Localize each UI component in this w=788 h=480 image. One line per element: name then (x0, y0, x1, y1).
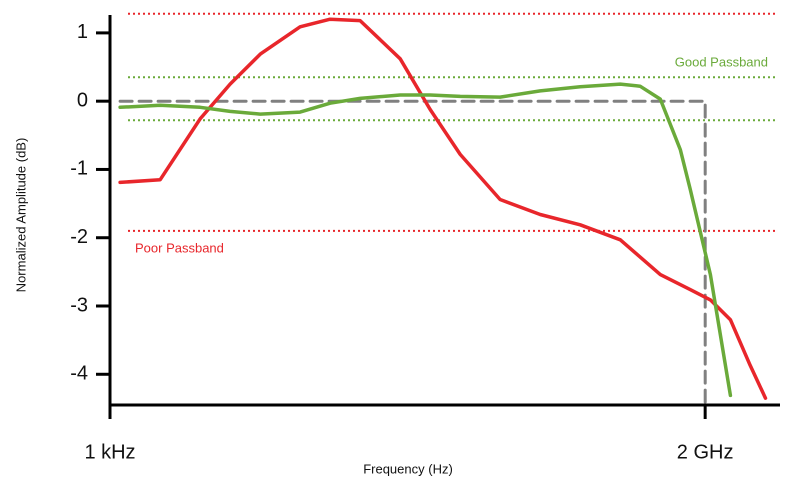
y-tick-label: -4 (70, 363, 88, 385)
y-axis-label: Normalized Amplitude (dB) (13, 138, 28, 293)
x-tick-label: 2 GHz (677, 441, 734, 463)
reference-label: Good Passband (675, 55, 768, 70)
x-tick-label: 1 kHz (84, 441, 135, 463)
y-tick-label: 1 (77, 21, 88, 43)
y-tick-label: -3 (70, 294, 88, 316)
series-line (118, 17, 768, 400)
series-line (118, 99, 707, 407)
reference-label: Poor Passband (135, 240, 224, 255)
y-tick-label: -2 (70, 226, 88, 248)
series-line (118, 82, 733, 398)
x-axis-label: Frequency (Hz) (363, 461, 453, 476)
y-tick-label: -1 (70, 158, 88, 180)
y-tick-label: 0 (77, 89, 88, 111)
